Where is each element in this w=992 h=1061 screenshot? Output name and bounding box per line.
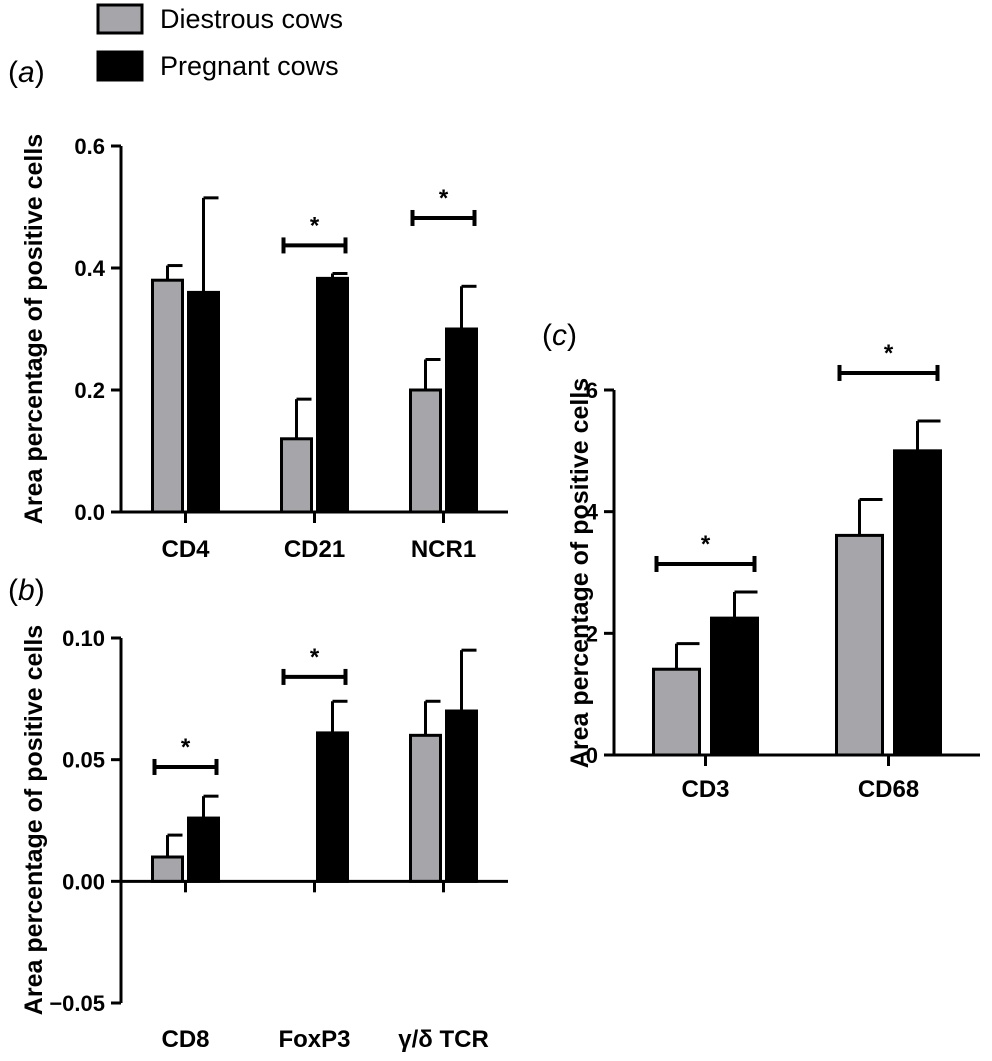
bar-pregnant: [445, 327, 478, 514]
bar-pregnant: [893, 449, 942, 757]
y-tick-label: 0: [586, 743, 598, 768]
y-tick-label: 6: [586, 378, 598, 403]
x-category-label: NCR1: [411, 536, 476, 563]
bar-pregnant: [316, 276, 349, 514]
x-category-label: γ/δ TCR: [398, 1026, 489, 1053]
y-axis-title: Area percentage of positive cells: [20, 134, 48, 524]
x-category-label: CD21: [284, 536, 345, 563]
y-tick-label: 0.6: [74, 134, 105, 159]
y-tick-label: 0.0: [74, 500, 105, 525]
significance-star: *: [310, 644, 320, 671]
significance-star: *: [439, 185, 449, 212]
bar-pregnant: [316, 731, 349, 883]
y-tick-label: 0.4: [74, 256, 105, 281]
bar-pregnant: [445, 709, 478, 883]
y-tick-label: 0.10: [62, 626, 105, 651]
bar-pregnant: [187, 816, 220, 883]
x-category-label: CD68: [858, 776, 919, 803]
x-category-label: CD3: [681, 776, 729, 803]
significance-star: *: [310, 212, 320, 239]
bar-diestrous: [151, 855, 184, 883]
bar-diestrous: [409, 733, 442, 883]
bar-pregnant: [187, 290, 220, 514]
bar-diestrous: [409, 388, 442, 514]
y-axis-title: Area percentage of positive cells: [566, 378, 594, 768]
y-axis-title: Area percentage of positive cells: [20, 625, 48, 1015]
significance-star: *: [181, 734, 191, 761]
y-tick-label: −0.05: [49, 991, 105, 1016]
panel-letter: (b): [8, 574, 45, 607]
legend-label-pregnant: Pregnant cows: [160, 51, 339, 81]
significance-star: *: [701, 531, 711, 558]
bar-diestrous: [280, 437, 313, 514]
bar-diestrous: [652, 667, 701, 757]
panel-letter: (c): [542, 319, 577, 352]
x-category-label: CD4: [161, 536, 210, 563]
significance-star: *: [884, 340, 894, 367]
bar-pregnant: [710, 616, 759, 757]
legend-label-diestrous: Diestrous cows: [160, 4, 343, 34]
legend-swatch-pregnant: [96, 50, 144, 82]
y-tick-label: 0.2: [74, 378, 105, 403]
legend-swatch-diestrous: [96, 3, 144, 35]
bar-diestrous: [835, 533, 884, 757]
x-category-label: CD8: [161, 1026, 209, 1053]
panel-a: (a) Area percentage of positive cells 0.0 0…: [8, 56, 508, 563]
y-tick-label: 0.05: [62, 748, 105, 773]
legend: Diestrous cows Pregnant cows: [96, 3, 343, 82]
x-category-label: FoxP3: [278, 1026, 350, 1053]
y-tick-label: 0.00: [62, 869, 105, 894]
bar-diestrous: [151, 278, 184, 514]
y-tick-label: 4: [586, 500, 599, 525]
y-tick-label: 2: [586, 621, 598, 646]
panel-b: (b) Area percentage of positive cells −0.0…: [8, 574, 508, 1053]
panel-letter: (a): [8, 56, 45, 89]
